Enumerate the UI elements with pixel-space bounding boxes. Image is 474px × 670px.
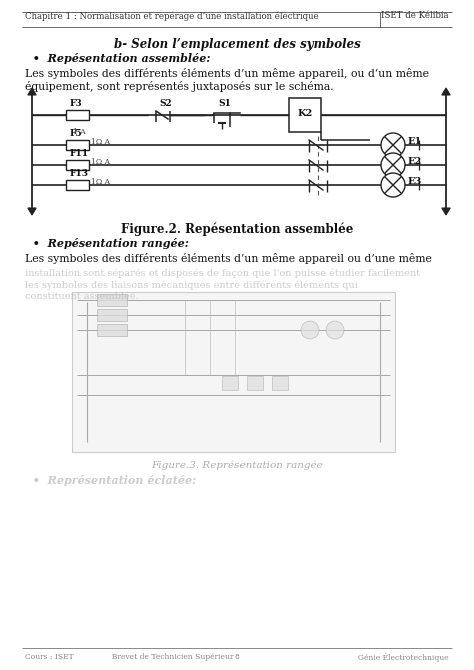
Text: Les symboles des différents éléments d’un même appareil ou d’une même: Les symboles des différents éléments d’u… [25,253,432,264]
Text: b- Selon l’emplacement des symboles: b- Selon l’emplacement des symboles [114,38,360,51]
Text: équipement, sont représentés juxtaposés sur le schéma.: équipement, sont représentés juxtaposés … [25,81,334,92]
Text: F13: F13 [70,169,89,178]
Text: Chapitre 1 : Normalisation et repérage d’une installation électrique: Chapitre 1 : Normalisation et repérage d… [25,11,319,21]
Text: E2: E2 [408,157,422,165]
Text: K2: K2 [297,109,313,117]
Text: F11: F11 [70,149,89,158]
Bar [272,376,288,390]
Text: F5: F5 [70,129,82,138]
Polygon shape [28,88,36,95]
Text: •  Repésentation rangée:: • Repésentation rangée: [25,238,189,249]
Text: S2: S2 [159,99,172,108]
Bar [66,140,90,150]
Bar [97,324,127,336]
Polygon shape [28,208,36,215]
Bar [97,294,127,306]
Bar [66,160,90,170]
Text: les symboles des liaisons mécaniques entre différents éléments qui: les symboles des liaisons mécaniques ent… [25,280,358,289]
Bar [72,292,395,452]
Circle shape [381,153,405,177]
Text: Génie Électrotechnique: Génie Électrotechnique [358,653,449,662]
Text: E3: E3 [408,176,422,186]
Text: 1 A: 1 A [73,128,86,136]
Text: ISET de Kélibia: ISET de Kélibia [381,11,449,21]
Text: S1: S1 [218,99,231,108]
Text: 1Ω A: 1Ω A [91,178,110,186]
Circle shape [381,133,405,157]
Text: 1Ω A: 1Ω A [91,138,110,146]
Text: E1: E1 [408,137,422,145]
Polygon shape [442,208,450,215]
Bar [97,309,127,321]
Text: constituent assemblée.: constituent assemblée. [25,292,138,301]
Circle shape [301,321,319,339]
Bar [66,110,90,120]
Text: Les symboles des différents éléments d’un même appareil, ou d’un même: Les symboles des différents éléments d’u… [25,68,429,79]
Text: Cours : ISET                Brevet de Technicien Supérieur: Cours : ISET Brevet de Technicien Supéri… [25,653,233,661]
Text: installation sont séparés et disposés de façon que l'on puisse étudier facilemen: installation sont séparés et disposés de… [25,268,420,277]
Text: •  Repésentation assemblée:: • Repésentation assemblée: [25,53,210,64]
Bar [247,376,263,390]
Text: 1Ω A: 1Ω A [91,158,110,166]
Text: F3: F3 [70,99,83,108]
Bar [222,376,238,390]
Circle shape [326,321,344,339]
Text: •  Représentation éclatée:: • Représentation éclatée: [25,475,196,486]
Text: 8: 8 [235,653,239,661]
Text: Figure.2. Repésentation assemblée: Figure.2. Repésentation assemblée [121,222,353,235]
Bar [289,98,321,132]
Polygon shape [442,88,450,95]
Circle shape [381,173,405,197]
Bar [66,180,90,190]
Text: Figure.3. Représentation rangée: Figure.3. Représentation rangée [151,460,323,470]
